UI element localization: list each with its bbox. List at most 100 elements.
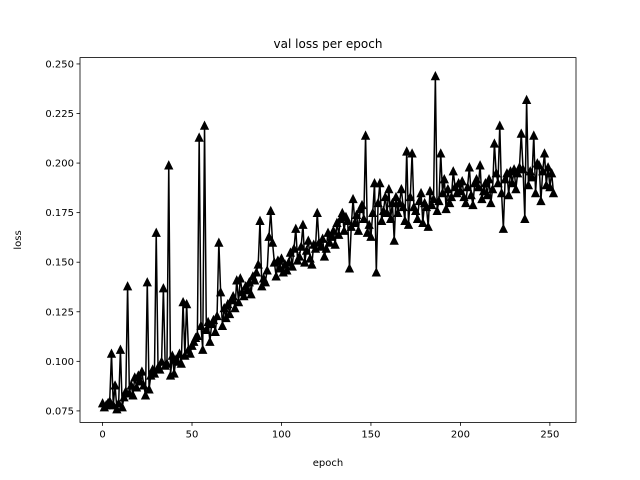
marker <box>351 209 362 220</box>
marker <box>366 231 376 241</box>
y-tick-label: 0.250 <box>45 59 74 70</box>
marker <box>242 285 253 295</box>
marker <box>164 160 174 170</box>
marker <box>523 179 534 190</box>
marker <box>224 308 235 319</box>
marker <box>350 217 360 227</box>
marker <box>400 215 410 225</box>
marker <box>151 227 161 237</box>
marker <box>317 233 328 243</box>
marker <box>205 336 215 346</box>
marker <box>475 160 485 170</box>
marker <box>539 148 550 158</box>
marker <box>348 193 358 204</box>
marker <box>423 221 433 231</box>
marker <box>482 189 492 200</box>
marker <box>471 174 482 184</box>
marker <box>303 235 313 245</box>
marker <box>403 219 414 229</box>
marker <box>529 130 539 140</box>
marker <box>176 358 186 368</box>
marker <box>428 193 439 204</box>
marker <box>407 148 417 158</box>
marker <box>455 185 466 196</box>
marker <box>144 384 154 394</box>
marker <box>196 320 206 331</box>
marker <box>445 197 455 208</box>
marker <box>489 138 500 148</box>
x-tick-label: 50 <box>186 429 199 440</box>
x-axis-label: epoch <box>313 458 343 469</box>
x-tick-label: 0 <box>99 429 105 440</box>
marker <box>312 207 322 218</box>
marker <box>326 231 337 241</box>
marker <box>239 291 249 301</box>
marker <box>530 187 541 198</box>
marker <box>344 263 355 273</box>
marker <box>380 191 390 202</box>
marker <box>276 253 287 263</box>
marker <box>414 195 424 206</box>
marker <box>521 94 532 105</box>
marker <box>359 213 369 223</box>
marker <box>162 358 172 368</box>
marker <box>142 277 152 287</box>
marker <box>126 380 136 390</box>
marker <box>328 225 339 235</box>
marker <box>353 225 364 235</box>
marker <box>375 178 385 188</box>
marker <box>212 310 222 321</box>
marker <box>416 187 426 198</box>
marker <box>436 148 446 158</box>
marker <box>516 128 526 138</box>
marker <box>135 376 145 386</box>
marker <box>495 120 505 130</box>
marker <box>432 205 442 216</box>
marker <box>169 368 179 378</box>
x-tick-label: 100 <box>272 429 291 440</box>
marker <box>185 348 195 358</box>
marker <box>271 271 281 281</box>
marker <box>156 356 167 366</box>
marker <box>487 183 498 194</box>
marker <box>260 277 271 287</box>
marker <box>389 235 399 245</box>
marker <box>339 225 349 235</box>
marker <box>235 273 245 283</box>
marker <box>536 195 546 206</box>
marker <box>262 265 272 275</box>
marker <box>215 287 226 297</box>
marker <box>287 261 297 271</box>
marker <box>496 187 507 198</box>
marker <box>402 146 412 156</box>
marker <box>462 181 473 192</box>
marker <box>316 241 326 251</box>
y-tick-label: 0.175 <box>45 208 74 219</box>
marker <box>267 237 278 247</box>
marker <box>253 259 263 269</box>
marker <box>418 217 428 227</box>
marker <box>547 168 557 178</box>
marker <box>199 120 210 130</box>
marker <box>201 324 211 335</box>
marker <box>106 348 117 358</box>
marker <box>534 160 544 170</box>
marker <box>114 398 124 408</box>
marker <box>468 199 478 210</box>
marker <box>360 130 371 140</box>
marker <box>233 296 244 307</box>
marker <box>491 168 501 178</box>
marker <box>373 197 383 208</box>
marker <box>298 219 308 229</box>
marker <box>486 197 496 208</box>
plot-frame <box>79 57 577 423</box>
y-tick-label: 0.225 <box>45 109 74 120</box>
marker <box>294 251 305 261</box>
y-tick-label: 0.100 <box>45 357 74 368</box>
marker <box>493 178 503 188</box>
y-tick-label: 0.150 <box>45 258 74 269</box>
marker <box>319 251 330 261</box>
marker <box>511 183 521 194</box>
marker <box>131 382 142 392</box>
